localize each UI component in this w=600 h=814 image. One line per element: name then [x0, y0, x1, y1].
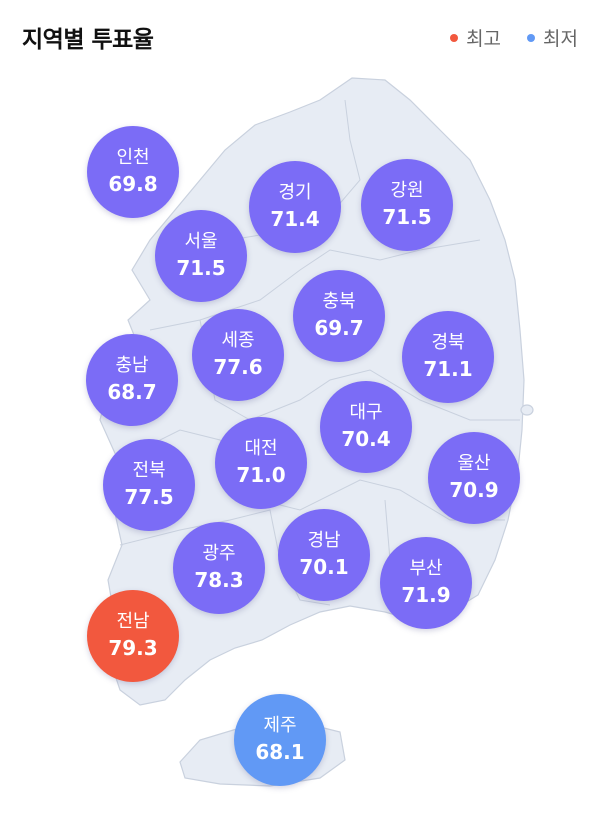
turnout-value: 71.5	[382, 205, 432, 229]
region-name: 서울	[184, 231, 218, 252]
legend: 최고 최저	[450, 24, 578, 51]
turnout-value: 70.1	[299, 555, 349, 579]
ulleungdo-shape	[520, 404, 534, 416]
region-bubble[interactable]: 대전 71.0	[215, 417, 307, 509]
region-name: 부산	[409, 558, 443, 579]
legend-item-low: 최저	[527, 24, 578, 51]
legend-label: 최저	[543, 28, 578, 50]
turnout-value: 79.3	[108, 636, 158, 660]
region-name: 전북	[132, 460, 166, 481]
region-bubble[interactable]: 경기 71.4	[249, 161, 341, 253]
region-bubble[interactable]: 전북 77.5	[103, 439, 195, 531]
turnout-value: 68.1	[255, 740, 305, 764]
turnout-value: 71.0	[236, 463, 286, 487]
turnout-value: 78.3	[194, 568, 244, 592]
region-name: 경기	[278, 182, 312, 203]
region-name: 충북	[322, 291, 356, 312]
turnout-value: 69.8	[108, 172, 158, 196]
turnout-value: 77.6	[213, 355, 263, 379]
region-name: 강원	[390, 180, 424, 201]
page-title: 지역별 투표율	[22, 27, 154, 53]
region-name: 세종	[221, 330, 255, 351]
region-bubble[interactable]: 경북 71.1	[402, 311, 494, 403]
region-bubble[interactable]: 충북 69.7	[293, 270, 385, 362]
region-name: 광주	[202, 543, 236, 564]
region-bubble[interactable]: 전남 79.3	[87, 590, 179, 682]
turnout-value: 69.7	[314, 316, 364, 340]
region-name: 충남	[115, 355, 149, 376]
region-name: 제주	[263, 715, 297, 736]
region-name: 인천	[116, 147, 150, 168]
legend-item-high: 최고	[450, 24, 501, 51]
region-name: 전남	[116, 611, 150, 632]
turnout-value: 70.4	[341, 427, 391, 451]
region-name: 대구	[349, 402, 383, 423]
region-bubble[interactable]: 울산 70.9	[428, 432, 520, 524]
region-bubble[interactable]: 세종 77.6	[192, 309, 284, 401]
legend-label: 최고	[466, 28, 502, 50]
high-dot-icon	[450, 33, 459, 42]
region-name: 경남	[307, 530, 341, 551]
region-name: 경북	[431, 332, 465, 353]
turnout-value: 71.1	[423, 357, 473, 381]
low-dot-icon	[527, 33, 536, 42]
region-bubble[interactable]: 광주 78.3	[173, 522, 265, 614]
region-bubble[interactable]: 인천 69.8	[87, 126, 179, 218]
turnout-value: 71.4	[270, 207, 320, 231]
region-name: 울산	[457, 453, 491, 474]
region-bubble[interactable]: 제주 68.1	[234, 694, 326, 786]
turnout-value: 77.5	[124, 485, 174, 509]
turnout-value: 71.9	[401, 583, 451, 607]
turnout-value: 68.7	[107, 380, 157, 404]
region-bubble[interactable]: 강원 71.5	[361, 159, 453, 251]
turnout-value: 70.9	[449, 478, 499, 502]
turnout-value: 71.5	[176, 256, 226, 280]
region-bubble[interactable]: 충남 68.7	[86, 334, 178, 426]
region-bubble[interactable]: 부산 71.9	[380, 537, 472, 629]
region-bubble[interactable]: 대구 70.4	[320, 381, 412, 473]
region-name: 대전	[244, 438, 278, 459]
region-bubble[interactable]: 경남 70.1	[278, 509, 370, 601]
region-bubble[interactable]: 서울 71.5	[155, 210, 247, 302]
